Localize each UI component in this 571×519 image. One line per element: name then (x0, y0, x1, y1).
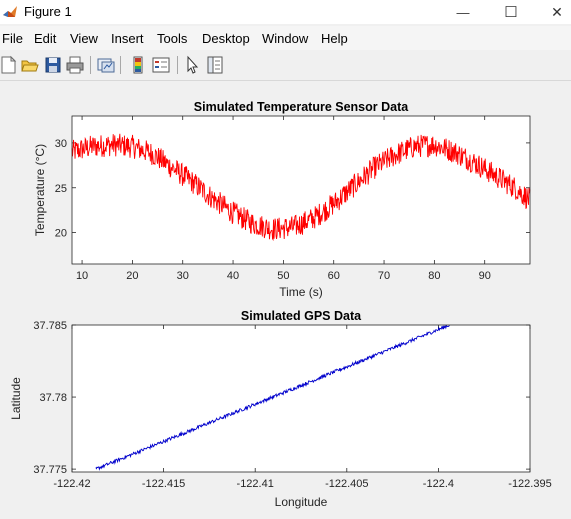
y-tick-label: 37.775 (33, 464, 67, 476)
x-tick-label: 90 (479, 270, 491, 282)
window-title: Figure 1 (24, 4, 72, 19)
menu-insert[interactable]: Insert (111, 31, 144, 46)
menu-bar: File Edit View Insert Tools Desktop Wind… (0, 26, 571, 50)
toolbar-separator (177, 56, 178, 74)
menu-tools[interactable]: Tools (157, 31, 188, 46)
maximize-button[interactable]: ☐ (488, 0, 534, 24)
property-inspector-icon[interactable] (205, 55, 225, 75)
temperature-axes[interactable]: Simulated Temperature Sensor Data Time (… (33, 100, 531, 299)
matlab-logo-icon (3, 6, 17, 17)
gps-axes-box (71, 324, 531, 473)
menu-window[interactable]: Window (262, 31, 309, 46)
gps-ticks: -122.42 -122.415 -122.41 -122.405 -122.4 -122… (33, 320, 551, 490)
x-tick-label: -122.405 (325, 478, 368, 490)
temperature-x-axis-label: Time (s) (279, 285, 323, 299)
x-tick-label: 30 (177, 270, 189, 282)
toolbar-separator (120, 56, 121, 74)
toolbar-separator (90, 56, 91, 74)
close-button[interactable]: ✕ (534, 0, 571, 24)
gps-x-axis-label: Longitude (275, 495, 328, 509)
edit-plot-arrow-icon[interactable] (183, 55, 203, 75)
insert-colorbar-icon[interactable] (128, 55, 148, 75)
y-tick-label: 25 (55, 183, 67, 195)
save-icon[interactable] (43, 55, 63, 75)
minimize-button[interactable]: — (440, 0, 486, 24)
x-tick-label: -122.41 (237, 478, 274, 490)
gps-chart-title: Simulated GPS Data (241, 309, 362, 323)
minimize-icon: — (456, 4, 470, 20)
open-file-icon[interactable] (20, 55, 40, 75)
temperature-chart-title: Simulated Temperature Sensor Data (194, 100, 409, 114)
x-tick-label: -122.395 (508, 478, 551, 490)
gps-series-line (95, 324, 450, 471)
x-tick-label: 70 (378, 270, 390, 282)
menu-view[interactable]: View (70, 31, 98, 46)
temperature-axes-background (72, 116, 530, 264)
menu-help[interactable]: Help (321, 31, 348, 46)
x-tick-label: -122.4 (423, 478, 454, 490)
temperature-series-line (71, 133, 531, 242)
print-icon[interactable] (65, 55, 85, 75)
menu-edit[interactable]: Edit (34, 31, 57, 46)
temperature-y-axis-label: Temperature (°C) (33, 144, 47, 236)
y-tick-label: 20 (55, 228, 67, 240)
x-tick-label: 20 (126, 270, 138, 282)
figure-toolbar (0, 50, 571, 81)
maximize-icon: ☐ (504, 4, 518, 21)
x-tick-label: -122.415 (142, 478, 185, 490)
gps-axes[interactable]: Simulated GPS Data Longitude Latitude -1… (9, 309, 552, 509)
menu-file[interactable]: File (2, 31, 23, 46)
new-figure-icon[interactable] (0, 55, 18, 75)
link-plot-icon[interactable] (96, 55, 116, 75)
x-tick-label: 40 (227, 270, 239, 282)
close-icon: ✕ (551, 3, 563, 20)
figure-plots: Simulated Temperature Sensor Data Time (… (9, 100, 552, 509)
x-tick-label: 50 (277, 270, 289, 282)
x-tick-label: 80 (428, 270, 440, 282)
temperature-ticks: 10 20 30 40 50 60 70 80 90 20 25 30 (55, 116, 530, 282)
temperature-axes-box (71, 115, 531, 265)
window-titlebar: Figure 1 — ☐ ✕ (0, 0, 571, 24)
y-tick-label: 37.78 (39, 392, 67, 404)
insert-legend-icon[interactable] (151, 55, 171, 75)
gps-y-axis-label: Latitude (9, 377, 23, 420)
x-tick-label: 10 (76, 270, 88, 282)
x-tick-label: 60 (328, 270, 340, 282)
menu-desktop[interactable]: Desktop (202, 31, 250, 46)
y-tick-label: 30 (55, 138, 67, 150)
x-tick-label: -122.42 (53, 478, 90, 490)
y-tick-label: 37.785 (33, 320, 67, 332)
figure-canvas: Simulated Temperature Sensor Data Time (… (0, 81, 571, 514)
